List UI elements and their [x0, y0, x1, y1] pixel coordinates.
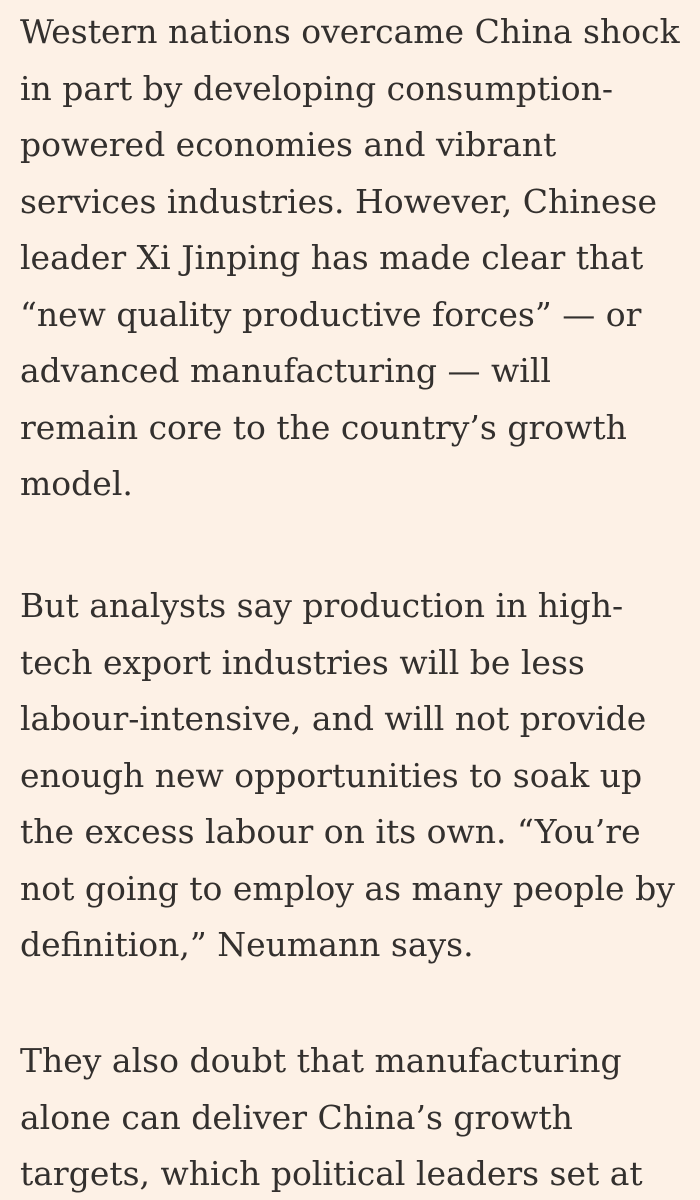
text-line: tech export industries will be less [20, 642, 585, 682]
text-line: targets, which political leaders set at [20, 1154, 643, 1193]
paragraph-growth-targets: They also doubt that manufacturing alone… [20, 1033, 690, 1200]
text-line: not going to employ as many people by [20, 868, 675, 908]
paragraph-analysts: But analysts say production in high- tec… [20, 578, 690, 974]
text-line: They also doubt that manufacturing [20, 1041, 622, 1080]
text-line: leader Xi Jinping has made clear that [20, 238, 644, 277]
text-line: “new quality productive forces” — or [20, 294, 642, 334]
text-line: Western nations overcame China shock [20, 12, 680, 51]
text-line: advanced manufacturing — will [20, 351, 551, 390]
text-line: powered economies and vibrant [20, 125, 557, 164]
text-line: remain core to the country’s growth [20, 407, 627, 447]
paragraph-china-shock: Western nations overcame China shock in … [20, 4, 690, 513]
text-line: services industries. However, Chinese [20, 181, 658, 221]
text-line: labour-intensive, and will not provide [20, 699, 647, 738]
text-line: definition,” Neumann says. [20, 925, 474, 964]
text-line: enough new opportunities to soak up [20, 755, 643, 795]
text-line: the excess labour on its own. “You’re [20, 812, 641, 851]
text-line: in part by developing consumption- [20, 68, 613, 108]
text-line: But analysts say production in high- [20, 586, 624, 625]
text-line: alone can deliver China’s growth [20, 1097, 573, 1137]
text-line: model. [20, 464, 133, 503]
